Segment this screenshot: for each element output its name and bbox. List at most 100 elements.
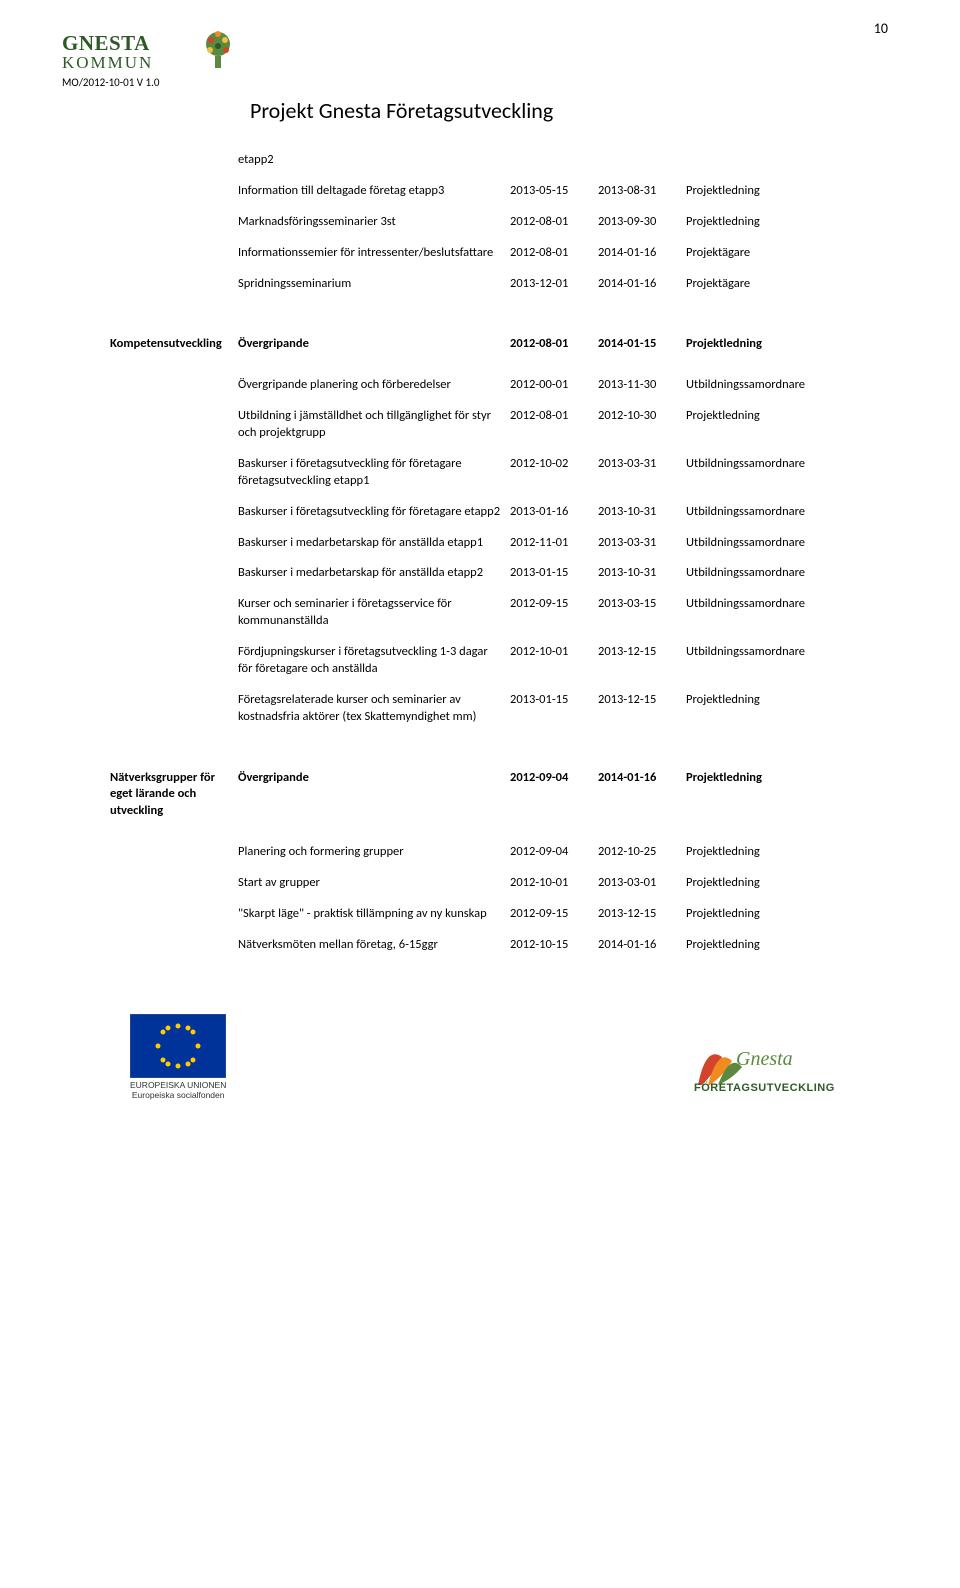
municipality-logo: GNESTA KOMMUN: [62, 28, 238, 72]
date-end-cell: 2014-01-16: [598, 770, 686, 821]
date-start-cell: 2013-01-16: [510, 504, 598, 521]
table-row: Övergripande planering och förberedelser…: [110, 377, 888, 394]
table-row: Start av grupper2012-10-012013-03-01Proj…: [110, 875, 888, 892]
date-start-cell: 2012-09-04: [510, 770, 598, 821]
responsible-cell: Projektledning: [686, 692, 888, 726]
description-cell: Baskurser i medarbetarskap för anställda…: [238, 535, 510, 552]
description-cell: Planering och formering grupper: [238, 844, 510, 861]
date-start-cell: 2012-09-15: [510, 596, 598, 630]
date-end-cell: [598, 152, 686, 169]
description-cell: Övergripande planering och förberedelser: [238, 377, 510, 394]
document-reference: MO/2012-10-01 V 1.0: [62, 76, 888, 89]
category-cell: [110, 276, 238, 293]
category-cell: Nätverksgrupper för eget lärande och utv…: [110, 770, 238, 821]
date-start-cell: 2013-01-15: [510, 692, 598, 726]
date-end-cell: 2013-12-15: [598, 644, 686, 678]
date-start-cell: 2012-10-15: [510, 937, 598, 954]
date-start-cell: 2012-08-01: [510, 214, 598, 231]
responsible-cell: Utbildningssamordnare: [686, 535, 888, 552]
category-cell: [110, 596, 238, 630]
table-row: Baskurser i medarbetarskap för anställda…: [110, 535, 888, 552]
category-cell: [110, 456, 238, 490]
spacer: [110, 740, 888, 770]
spacer: [110, 834, 888, 844]
date-end-cell: 2013-03-15: [598, 596, 686, 630]
table-row: Nätverksgrupper för eget lärande och utv…: [110, 770, 888, 821]
description-cell: Start av grupper: [238, 875, 510, 892]
date-start-cell: 2012-09-04: [510, 844, 598, 861]
date-end-cell: 2013-08-31: [598, 183, 686, 200]
date-end-cell: 2013-09-30: [598, 214, 686, 231]
description-cell: Baskurser i medarbetarskap för anställda…: [238, 565, 510, 582]
gnesta-foretag-logo: Gnesta FÖRETAGSUTVECKLING: [688, 1035, 868, 1100]
category-cell: [110, 937, 238, 954]
responsible-cell: Projektledning: [686, 408, 888, 442]
date-start-cell: 2013-01-15: [510, 565, 598, 582]
date-end-cell: 2013-11-30: [598, 377, 686, 394]
responsible-cell: Projektledning: [686, 844, 888, 861]
responsible-cell: Utbildningssamordnare: [686, 644, 888, 678]
category-cell: [110, 377, 238, 394]
table-row: Baskurser i företagsutveckling för föret…: [110, 456, 888, 490]
date-end-cell: 2014-01-16: [598, 937, 686, 954]
date-start-cell: 2012-10-02: [510, 456, 598, 490]
tree-icon: [198, 28, 238, 72]
category-cell: Kompetensutveckling: [110, 336, 238, 353]
category-cell: [110, 644, 238, 678]
category-cell: [110, 906, 238, 923]
description-cell: Fördjupningskurser i företagsutveckling …: [238, 644, 510, 678]
responsible-cell: Projektledning: [686, 183, 888, 200]
responsible-cell: Projektledning: [686, 937, 888, 954]
eu-logo: EUROPEISKA UNIONEN Europeiska socialfond…: [130, 1014, 226, 1100]
table-row: Nätverksmöten mellan företag, 6-15ggr201…: [110, 937, 888, 954]
category-cell: [110, 408, 238, 442]
table-row: Informationssemier för intressenter/besl…: [110, 245, 888, 262]
date-start-cell: 2012-10-01: [510, 875, 598, 892]
date-end-cell: 2013-10-31: [598, 504, 686, 521]
date-start-cell: 2012-08-01: [510, 245, 598, 262]
responsible-cell: Projektägare: [686, 245, 888, 262]
svg-text:GNESTA: GNESTA: [62, 31, 150, 55]
description-cell: Informationssemier för intressenter/besl…: [238, 245, 510, 262]
spacer: [110, 367, 888, 377]
svg-text:FÖRETAGSUTVECKLING: FÖRETAGSUTVECKLING: [694, 1081, 835, 1094]
date-start-cell: [510, 152, 598, 169]
responsible-cell: Utbildningssamordnare: [686, 596, 888, 630]
description-cell: Baskurser i företagsutveckling för föret…: [238, 456, 510, 490]
date-end-cell: 2014-01-16: [598, 276, 686, 293]
date-end-cell: 2014-01-15: [598, 336, 686, 353]
responsible-cell: Utbildningssamordnare: [686, 565, 888, 582]
responsible-cell: [686, 152, 888, 169]
description-cell: Företagsrelaterade kurser och seminarier…: [238, 692, 510, 726]
document-page: 10 GNESTA KOMMUN MO/2012-10-01 V 1.0 Pro…: [0, 0, 960, 1160]
date-end-cell: 2013-12-15: [598, 906, 686, 923]
content-table: etapp2Information till deltagade företag…: [110, 152, 888, 954]
table-row: Baskurser i företagsutveckling för föret…: [110, 504, 888, 521]
date-end-cell: 2012-10-30: [598, 408, 686, 442]
description-cell: Utbildning i jämställdhet och tillgängli…: [238, 408, 510, 442]
description-cell: Spridningsseminarium: [238, 276, 510, 293]
date-end-cell: 2012-10-25: [598, 844, 686, 861]
date-end-cell: 2013-03-31: [598, 535, 686, 552]
category-cell: [110, 245, 238, 262]
date-start-cell: 2012-00-01: [510, 377, 598, 394]
eu-caption-line2: Europeiska socialfonden: [130, 1090, 226, 1100]
table-row: Information till deltagade företag etapp…: [110, 183, 888, 200]
table-row: "Skarpt läge" - praktisk tillämpning av …: [110, 906, 888, 923]
responsible-cell: Projektledning: [686, 336, 888, 353]
date-start-cell: 2013-12-01: [510, 276, 598, 293]
category-cell: [110, 535, 238, 552]
date-start-cell: 2012-09-15: [510, 906, 598, 923]
responsible-cell: Utbildningssamordnare: [686, 456, 888, 490]
description-cell: Kurser och seminarier i företagsservice …: [238, 596, 510, 630]
responsible-cell: Projektledning: [686, 875, 888, 892]
table-row: Företagsrelaterade kurser och seminarier…: [110, 692, 888, 726]
spacer: [110, 306, 888, 336]
footer-logos: EUROPEISKA UNIONEN Europeiska socialfond…: [110, 1014, 888, 1100]
date-end-cell: 2013-10-31: [598, 565, 686, 582]
description-cell: Baskurser i företagsutveckling för föret…: [238, 504, 510, 521]
project-title: Projekt Gnesta Företagsutveckling: [250, 97, 888, 124]
date-end-cell: 2013-03-01: [598, 875, 686, 892]
table-row: Utbildning i jämställdhet och tillgängli…: [110, 408, 888, 442]
date-end-cell: 2013-12-15: [598, 692, 686, 726]
